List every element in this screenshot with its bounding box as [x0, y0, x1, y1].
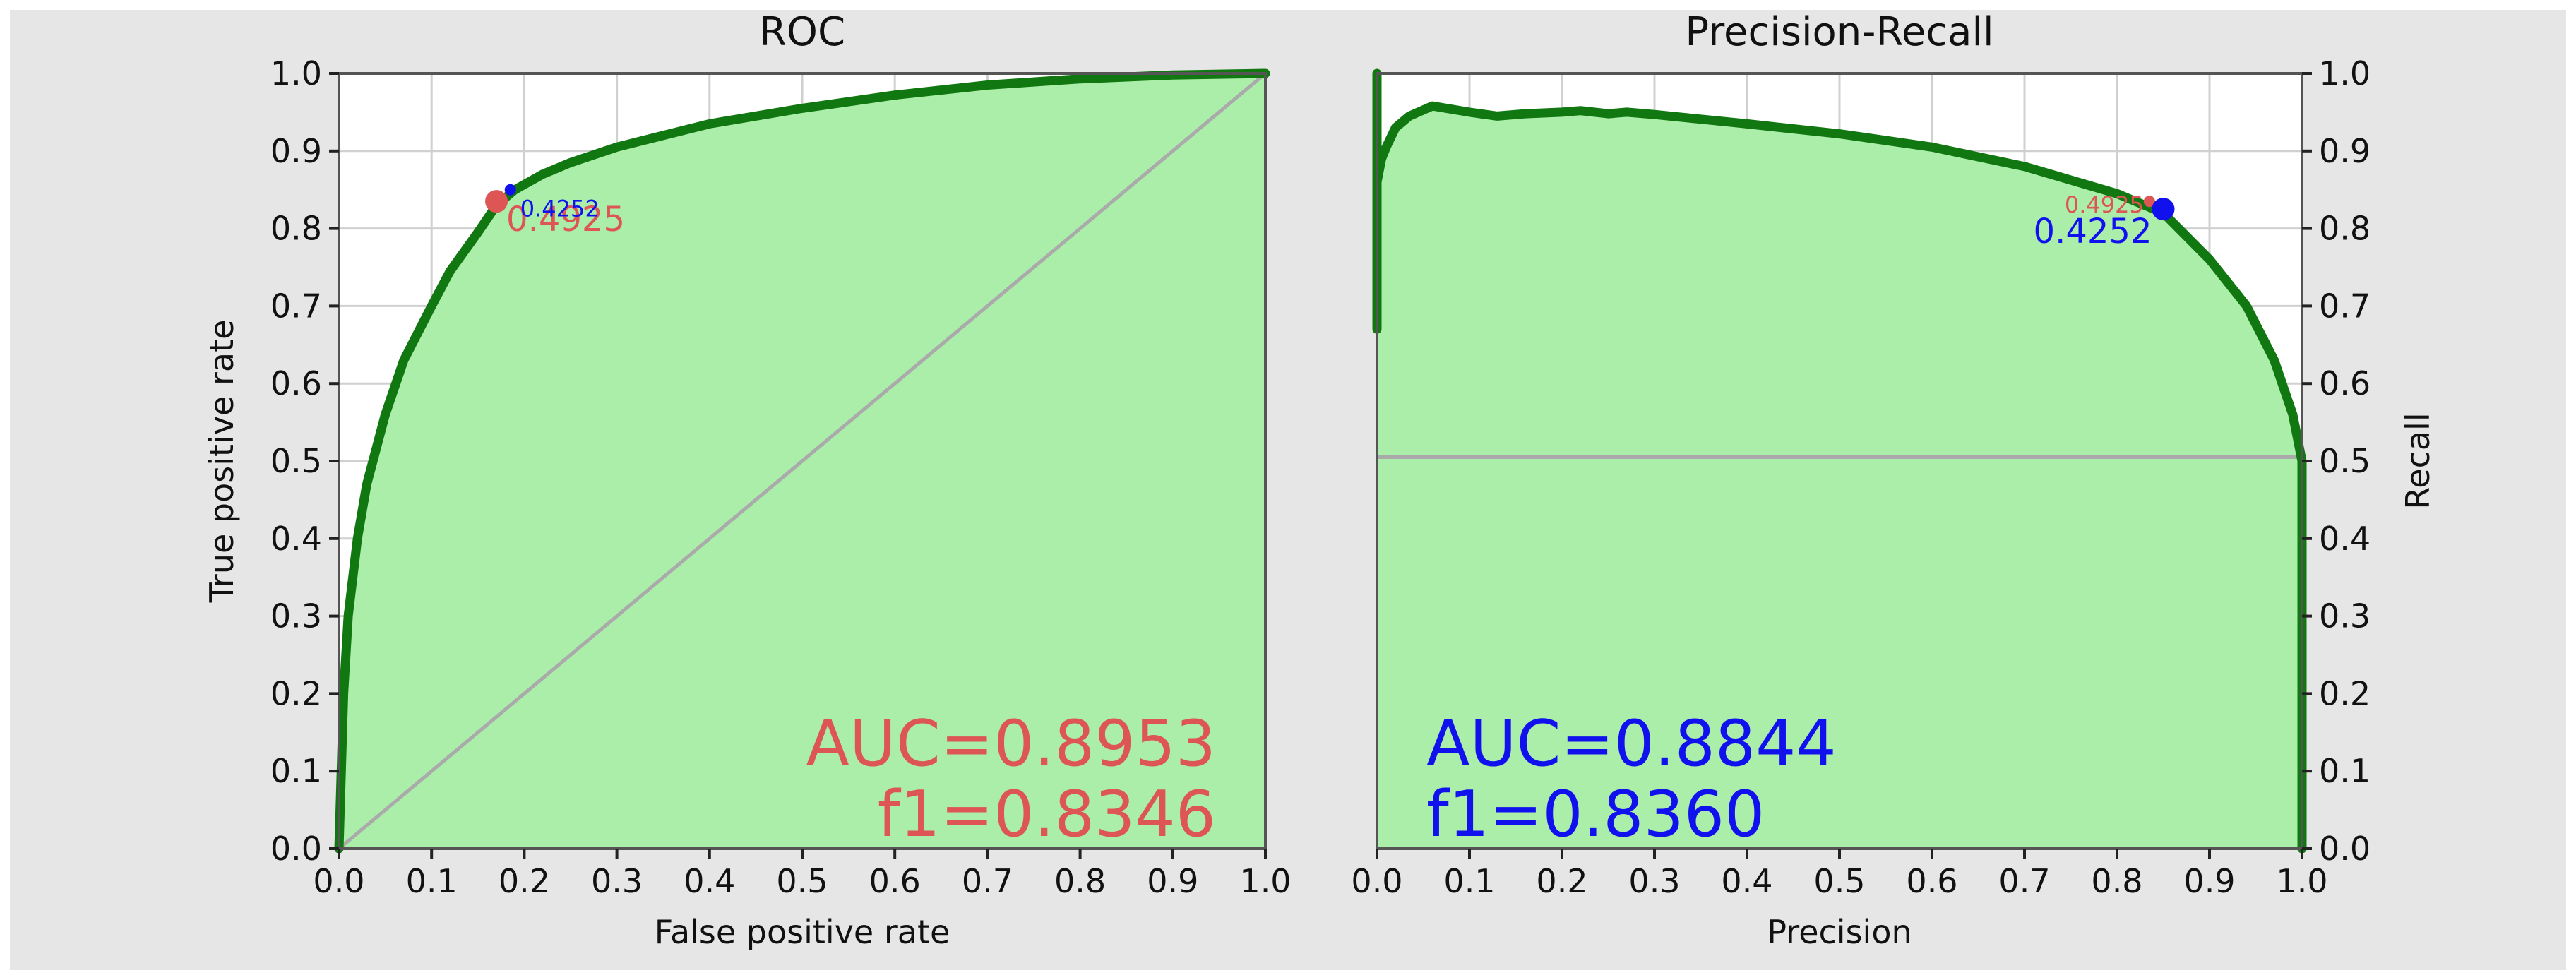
pr-auc-annotation: AUC=0.8844: [1426, 707, 1837, 781]
roc-y-tick-label: 0.5: [270, 442, 322, 480]
pr-marker-label: 0.4925: [2065, 191, 2144, 218]
roc-x-tick-label: 0.3: [591, 862, 643, 900]
roc-x-tick-label: 0.0: [313, 862, 364, 900]
pr-y-tick-label: 0.9: [2319, 132, 2371, 170]
roc-x-tick-label: 0.4: [684, 862, 735, 900]
pr-title: Precision-Recall: [1685, 9, 1993, 55]
roc-x-tick-label: 0.5: [776, 862, 828, 900]
roc-y-tick-label: 0.1: [270, 752, 322, 790]
roc-y-tick-label: 0.4: [270, 520, 322, 558]
pr-x-tick-label: 0.4: [1721, 862, 1772, 900]
roc-x-tick-label: 0.8: [1054, 862, 1106, 900]
roc-y-axis-label: True positive rate: [203, 320, 241, 604]
roc-y-tick-label: 0.0: [270, 830, 322, 868]
pr-y-tick-label: 0.7: [2319, 287, 2371, 325]
roc-y-tick-label: 0.7: [270, 287, 322, 325]
pr-x-tick-label: 0.3: [1628, 862, 1680, 900]
roc-x-axis-label: False positive rate: [655, 913, 950, 951]
pr-y-tick-label: 0.8: [2319, 210, 2371, 248]
pr-x-tick-label: 0.7: [1998, 862, 2050, 900]
pr-f1-annotation: f1=0.8360: [1426, 777, 1765, 851]
pr-area-fill: [1377, 106, 2302, 849]
pr-x-tick-label: 1.0: [2276, 862, 2327, 900]
pr-x-axis-label: Precision: [1767, 913, 1912, 951]
pr-y-tick-label: 0.4: [2319, 520, 2371, 558]
pr-ticks: 0.0 0.1 0.2 0.3 0.4 0.5 0.6 0.7 0.8 0.9 1.00.00.10…: [1351, 54, 2371, 900]
roc-x-tick-label: 0.1: [406, 862, 458, 900]
pr-marker-0.4925: [2143, 196, 2155, 208]
pr-y-tick-label: 0.1: [2319, 752, 2371, 790]
roc-x-tick-label: 1.0: [1239, 862, 1291, 900]
pr-x-tick-label: 0.8: [2091, 862, 2142, 900]
roc-f1-annotation: f1=0.8346: [878, 777, 1216, 851]
roc-y-tick-label: 1.0: [270, 54, 322, 92]
pr-x-tick-label: 0.9: [2183, 862, 2235, 900]
roc-y-tick-label: 0.3: [270, 597, 322, 635]
pr-y-tick-label: 0.5: [2319, 442, 2371, 480]
pr-y-tick-label: 0.3: [2319, 597, 2371, 635]
roc-x-tick-label: 0.2: [499, 862, 550, 900]
roc-y-tick-label: 0.8: [270, 210, 322, 248]
roc-diagonal-reference: [338, 72, 1267, 850]
pr-x-tick-label: 0.2: [1536, 862, 1587, 900]
roc-y-tick-label: 0.9: [270, 132, 322, 170]
roc-x-tick-label: 0.7: [962, 862, 1013, 900]
pr-curve: [1372, 68, 2307, 854]
roc-auc-annotation: AUC=0.8953: [806, 707, 1216, 781]
roc-curve: [334, 68, 1270, 854]
roc-marker-label: 0.4252: [520, 196, 600, 222]
pr-y-tick-label: 0.0: [2319, 830, 2371, 868]
pr-x-tick-label: 0.6: [1906, 862, 1957, 900]
pr-x-tick-label: 0.1: [1443, 862, 1495, 900]
roc-y-tick-label: 0.6: [270, 364, 322, 402]
pr-x-tick-label: 0.0: [1351, 862, 1402, 900]
roc-title: ROC: [759, 9, 845, 55]
pr-marker-0.4252: [2152, 198, 2175, 221]
roc-marker-0.4252: [504, 184, 516, 196]
roc-marker-label: 0.4925: [506, 200, 625, 239]
roc-y-tick-label: 0.2: [270, 674, 322, 712]
pr-y-axis-label: Recall: [2399, 412, 2437, 509]
pr-y-tick-label: 1.0: [2319, 54, 2371, 92]
roc-x-tick-label: 0.9: [1147, 862, 1198, 900]
pr-x-tick-label: 0.5: [1813, 862, 1865, 900]
pr-y-tick-label: 0.6: [2319, 364, 2371, 402]
pr-y-tick-label: 0.2: [2319, 674, 2371, 712]
roc-marker-0.4925: [485, 190, 508, 213]
roc-ticks: 0.0 0.1 0.2 0.3 0.4 0.5 0.6 0.7 0.8 0.9 1.0 0.0 0.1 0…: [270, 54, 1292, 900]
roc-x-tick-label: 0.6: [869, 862, 921, 900]
pr-marker-label: 0.4252: [2034, 212, 2152, 251]
